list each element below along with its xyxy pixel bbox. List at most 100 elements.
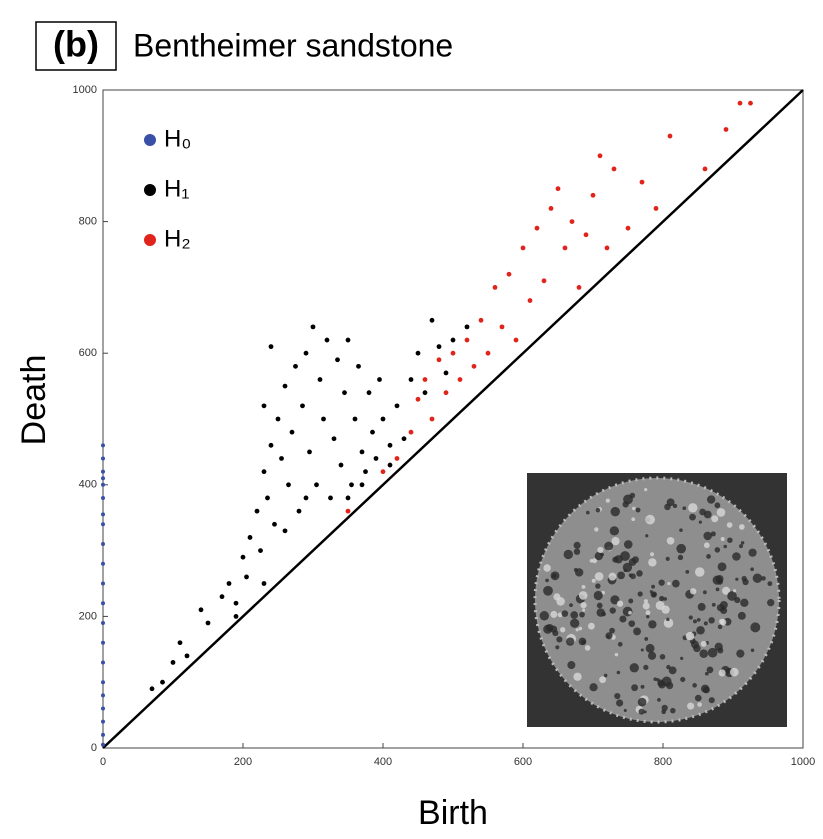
point — [359, 482, 365, 488]
point — [282, 383, 288, 389]
inset-pore — [716, 508, 726, 517]
inset-pore — [739, 544, 744, 549]
inset-disk — [535, 478, 779, 722]
inset-pore — [595, 507, 601, 513]
inset-pore — [580, 602, 587, 609]
inset-pore — [578, 591, 588, 600]
point — [101, 482, 105, 487]
point — [345, 495, 351, 501]
point — [335, 357, 340, 363]
point — [429, 317, 435, 323]
inset-pore — [711, 515, 719, 523]
inset-pore — [556, 636, 563, 643]
point — [429, 416, 435, 422]
point — [101, 640, 105, 645]
legend-label: H₁ — [164, 175, 189, 202]
inset-pore — [604, 541, 614, 551]
inset-pore — [667, 581, 671, 586]
point — [101, 542, 105, 547]
point — [101, 522, 105, 527]
point — [149, 686, 155, 692]
inset-pore — [708, 697, 715, 704]
inset-pore — [643, 599, 649, 604]
point — [380, 469, 386, 475]
inset-pore — [666, 617, 670, 622]
panel-label-box — [35, 21, 117, 71]
inset-pore — [617, 641, 623, 647]
inset-pore — [733, 589, 737, 593]
inset-pore — [648, 620, 657, 629]
point — [345, 508, 351, 514]
inset-pore — [663, 597, 668, 601]
point — [356, 363, 361, 369]
point — [387, 442, 393, 448]
point — [101, 601, 105, 606]
inset-pore — [640, 684, 645, 689]
inset-pore — [672, 503, 678, 509]
x-tick-label: 0 — [100, 756, 106, 768]
inset-pore — [579, 611, 585, 618]
point — [576, 285, 582, 290]
inset-pore — [697, 602, 706, 611]
legend-marker — [144, 184, 156, 196]
point — [286, 482, 291, 488]
inset-pore — [730, 667, 739, 677]
point — [380, 416, 386, 422]
x-tick-label: 200 — [234, 756, 252, 768]
point — [345, 337, 351, 343]
point — [289, 429, 295, 435]
point — [457, 377, 463, 382]
point — [422, 390, 428, 396]
point — [198, 607, 204, 613]
point — [282, 528, 288, 534]
inset-pore — [704, 671, 709, 676]
point — [324, 337, 330, 343]
inset-pore — [691, 640, 699, 649]
inset-pore — [697, 702, 702, 707]
inset-pore — [717, 624, 723, 630]
point — [317, 377, 323, 382]
point — [101, 693, 105, 698]
point — [170, 660, 176, 665]
inset-pore — [609, 607, 616, 614]
inset-pore — [539, 611, 549, 621]
inset-pore — [719, 600, 728, 609]
inset-pore — [611, 537, 620, 546]
inset-pore — [628, 610, 632, 615]
point — [160, 679, 165, 685]
inset-pore — [631, 517, 636, 522]
point — [101, 469, 105, 474]
point — [737, 100, 743, 106]
inset-pore — [710, 531, 716, 537]
point — [328, 495, 333, 501]
inset-pore — [672, 579, 680, 588]
point — [492, 285, 498, 290]
inset-pore — [717, 562, 727, 572]
inset-pore — [622, 501, 629, 508]
inset-pore — [666, 536, 675, 545]
inset-pore — [573, 672, 582, 681]
y-tick-label: 800 — [79, 216, 97, 228]
point — [611, 166, 617, 172]
point — [321, 416, 326, 422]
inset-pore — [588, 622, 595, 630]
inset-pore — [690, 588, 697, 595]
point — [101, 719, 105, 724]
inset-pore — [584, 645, 591, 651]
inset-pore — [721, 606, 726, 611]
inset-pore — [692, 619, 698, 624]
inset-pore — [545, 578, 549, 583]
point — [394, 456, 400, 461]
point — [604, 245, 610, 251]
inset-pore — [551, 573, 557, 579]
point — [310, 324, 316, 330]
inset-pore — [592, 558, 598, 564]
inset-pore — [552, 630, 559, 637]
inset-pore — [555, 645, 560, 650]
point — [279, 456, 284, 461]
inset-pore — [740, 541, 745, 545]
point — [450, 350, 456, 356]
diagonal — [102, 89, 804, 749]
point — [101, 561, 105, 566]
inset-pore — [703, 510, 712, 519]
